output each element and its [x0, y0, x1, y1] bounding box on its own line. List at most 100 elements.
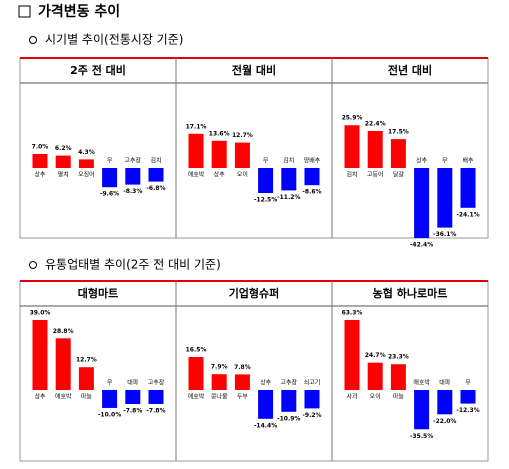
category-label: 상추 [416, 157, 428, 165]
bar [390, 364, 406, 390]
chart-title: 기업형슈퍼 [229, 286, 280, 300]
bar [78, 159, 94, 168]
bar [367, 362, 383, 390]
category-label: 무 [442, 158, 448, 165]
category-label: 무 [107, 380, 113, 387]
category-label: 양배추 [304, 157, 321, 165]
value-label: -7.8% [146, 408, 165, 415]
bar [102, 168, 118, 188]
bar [460, 168, 476, 208]
bar [55, 155, 71, 168]
category-label: 애호박 [413, 379, 430, 387]
value-label: 7.9% [211, 364, 228, 371]
value-label: -12.5% [254, 197, 277, 204]
value-label: -8.6% [302, 189, 321, 196]
category-label: 멸치 [58, 171, 69, 179]
bar [211, 374, 227, 390]
value-label: 4.3% [78, 149, 95, 156]
value-label: -7.8% [123, 408, 142, 415]
category-label: 무 [263, 158, 269, 165]
value-label: -9.2% [302, 412, 321, 419]
bar [304, 390, 320, 409]
category-label: 콩나물 [211, 393, 228, 401]
category-label: 오이 [237, 171, 248, 179]
bar [125, 168, 141, 185]
bar [437, 168, 453, 228]
bar [304, 168, 320, 186]
bar [148, 390, 164, 404]
value-label: -8.3% [123, 188, 142, 195]
bullet [29, 36, 37, 44]
value-label: -35.5% [410, 433, 433, 440]
bar [258, 390, 274, 419]
category-label: 대파 [439, 379, 451, 387]
value-label: -6.8% [146, 185, 165, 192]
value-label: -42.4% [410, 242, 433, 249]
category-label: 무 [107, 158, 113, 165]
category-label: 고추장 [125, 157, 142, 165]
value-label: 7.0% [32, 144, 49, 151]
bar [281, 390, 297, 412]
value-label: -22.0% [433, 418, 456, 425]
category-label: 고추장 [148, 379, 165, 387]
title-box [18, 5, 31, 18]
value-label: 23.3% [388, 354, 409, 361]
bar [125, 390, 141, 404]
bar [32, 154, 48, 168]
value-label: 39.0% [30, 310, 51, 317]
value-label: -9.6% [100, 191, 119, 198]
category-label: 쇠고기 [304, 379, 321, 387]
value-label: -10.9% [277, 415, 300, 422]
category-label: 마늘 [393, 393, 405, 401]
bullet [29, 261, 37, 269]
bar [344, 125, 360, 168]
value-label: 25.9% [342, 115, 363, 122]
bar [188, 357, 204, 390]
bar [78, 367, 94, 390]
category-label: 달걀 [393, 171, 405, 179]
chart-title: 전월 대비 [232, 63, 276, 77]
bar [367, 131, 383, 168]
value-label: 17.1% [186, 123, 207, 130]
value-label: -24.1% [456, 211, 479, 218]
category-label: 무 [465, 380, 471, 387]
value-label: -11.2% [277, 194, 300, 201]
category-label: 마늘 [81, 393, 93, 401]
bar [460, 390, 476, 404]
value-label: 7.8% [234, 364, 251, 371]
category-label: 상추 [34, 393, 46, 401]
bar [414, 168, 430, 238]
category-label: 김치 [150, 157, 161, 165]
chart-title: 전년 대비 [388, 63, 432, 77]
value-label: 12.7% [232, 132, 253, 139]
value-label: 63.3% [342, 310, 363, 317]
category-label: 대파 [127, 379, 139, 387]
category-label: 애호박 [55, 393, 72, 401]
category-label: 상추 [260, 379, 272, 387]
bar [102, 390, 118, 408]
bar [281, 168, 297, 191]
category-label: 애호박 [188, 171, 205, 179]
chart-title: 2주 전 대비 [70, 63, 126, 77]
value-label: 13.6% [209, 130, 230, 137]
category-label: 김치 [346, 171, 357, 179]
category-label: 두부 [237, 394, 249, 401]
bar [414, 390, 430, 430]
chart-title: 대형마트 [78, 286, 118, 300]
page-title: 가격변동 추이 [38, 3, 120, 20]
value-label: 6.2% [55, 145, 72, 152]
value-label: 24.7% [365, 352, 386, 359]
category-label: 고추장 [281, 379, 298, 387]
category-label: 오징어 [78, 171, 95, 179]
value-label: -10.0% [98, 411, 121, 418]
bar [437, 390, 453, 415]
value-label: -12.3% [456, 407, 479, 414]
bar [234, 374, 250, 390]
value-label: 17.5% [388, 129, 409, 136]
category-label: 고등어 [367, 171, 384, 179]
category-label: 오이 [370, 393, 381, 401]
value-label: -14.4% [254, 422, 277, 429]
bar [258, 168, 274, 193]
category-label: 배추 [462, 157, 474, 165]
